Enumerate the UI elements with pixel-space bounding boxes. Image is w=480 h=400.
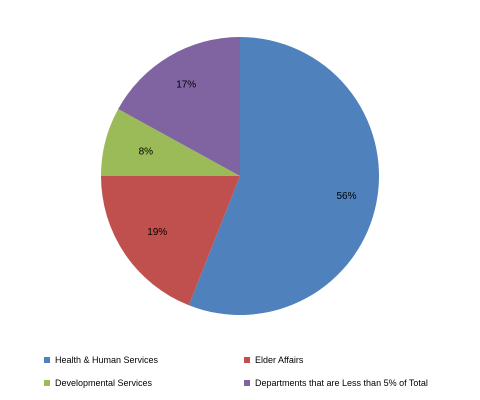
chart-legend: Health & Human Services Elder Affairs De… <box>44 355 464 388</box>
legend-swatch <box>244 357 250 363</box>
legend-swatch <box>244 380 250 386</box>
legend-label: Developmental Services <box>55 378 153 388</box>
slice-data-label: 56% <box>336 191 356 202</box>
pie-slice-health-human-services <box>188 37 379 315</box>
legend-swatch <box>44 380 50 386</box>
legend-item-developmental-services: Developmental Services <box>44 378 244 388</box>
legend-label: Elder Affairs <box>255 355 304 365</box>
legend-item-health-human-services: Health & Human Services <box>44 355 244 365</box>
pie-slice-developmental-services <box>101 109 240 176</box>
slice-data-label: 19% <box>147 227 167 238</box>
legend-item-other-departments: Departments that are Less than 5% of Tot… <box>244 378 464 388</box>
pie-slice-departments-that-are-less-than-5-of-total <box>118 36 240 176</box>
slice-data-label: 17% <box>176 80 196 91</box>
legend-swatch <box>44 357 50 363</box>
slice-data-label: 8% <box>139 146 154 157</box>
legend-label: Departments that are Less than 5% of Tot… <box>255 378 428 388</box>
pie-slice-elder-affairs <box>101 176 240 306</box>
legend-item-elder-affairs: Elder Affairs <box>244 355 464 365</box>
legend-label: Health & Human Services <box>55 355 159 365</box>
